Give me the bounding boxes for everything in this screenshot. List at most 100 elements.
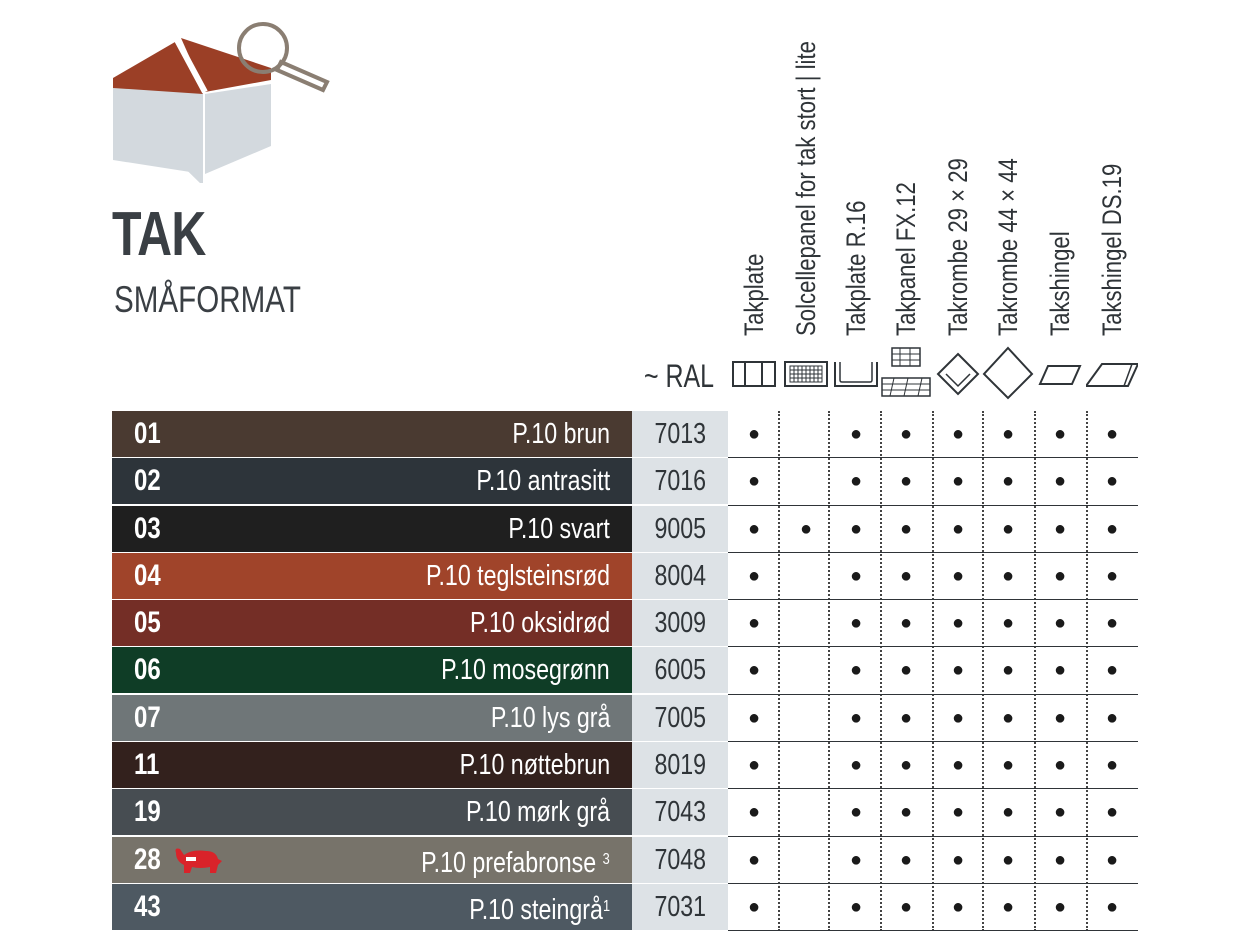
availability-dot: ● bbox=[849, 423, 863, 445]
ral-code: 6005 bbox=[632, 647, 728, 694]
availability-dot: ● bbox=[951, 470, 965, 493]
column-header-label: Takpanel FX.12 bbox=[891, 182, 921, 336]
row-divider bbox=[728, 457, 1138, 459]
availability-dot: ● bbox=[899, 659, 913, 682]
availability-dot: ● bbox=[951, 801, 965, 824]
availability-dot: ● bbox=[799, 517, 813, 540]
table-row: 07 P.10 lys grå 7005 ● ● ● ● ● ● ● bbox=[112, 694, 1138, 743]
row-divider bbox=[728, 599, 1138, 601]
ral-code: 3009 bbox=[632, 600, 728, 647]
roof-magnifier-icon bbox=[113, 22, 330, 183]
availability-dot: ● bbox=[1105, 423, 1119, 445]
column-header-label: Takplate R.16 bbox=[841, 200, 871, 336]
availability-dot: ● bbox=[849, 754, 863, 777]
column-header-8: Takshingel DS.19 bbox=[1086, 6, 1138, 336]
availability-dot: ● bbox=[1001, 754, 1015, 777]
availability-dot: ● bbox=[1053, 470, 1067, 493]
column-header-1: Takplate bbox=[728, 6, 780, 336]
availability-dot: ● bbox=[1105, 895, 1119, 918]
availability-dot: ● bbox=[1001, 706, 1015, 729]
availability-dot: ● bbox=[1053, 517, 1067, 540]
color-table: 01 P.10 brun 7013 ● ● ● ● ● ● ● 02 P.10 antrasitt 70… bbox=[112, 411, 1138, 932]
color-name: P.10 lys grå bbox=[490, 701, 610, 734]
column-header-6: Takrombe 44 × 44 bbox=[982, 6, 1034, 336]
row-divider bbox=[728, 646, 1138, 648]
availability-dot: ● bbox=[1001, 659, 1015, 682]
column-header-label: Takshingel bbox=[1045, 231, 1075, 336]
footnote-marker: 1 bbox=[602, 897, 610, 915]
availability-dot: ● bbox=[899, 706, 913, 729]
availability-dot: ● bbox=[1001, 612, 1015, 635]
availability-dot: ● bbox=[951, 517, 965, 540]
color-swatch: 04 P.10 teglsteinsrød bbox=[112, 552, 632, 599]
row-divider bbox=[728, 551, 1138, 553]
availability-dot: ● bbox=[1105, 706, 1119, 729]
column-header-label: Takrombe 29 × 29 bbox=[943, 158, 973, 336]
availability-dot: ● bbox=[747, 517, 761, 540]
color-number: 28 bbox=[134, 842, 161, 876]
availability-dot: ● bbox=[899, 564, 913, 587]
availability-dot: ● bbox=[1053, 612, 1067, 635]
row-divider bbox=[728, 882, 1138, 884]
availability-dot: ● bbox=[1053, 848, 1067, 871]
availability-dot: ● bbox=[951, 754, 965, 777]
column-header-label: Solcellepanel for tak stort | lite bbox=[791, 41, 821, 336]
availability-dot: ● bbox=[899, 612, 913, 635]
row-divider bbox=[728, 930, 1138, 932]
color-name: P.10 mosegrønn bbox=[441, 654, 610, 687]
availability-dot: ● bbox=[951, 895, 965, 918]
color-name: P.10 prefabronse 3 bbox=[421, 846, 610, 879]
availability-dot: ● bbox=[1105, 801, 1119, 824]
color-number: 01 bbox=[134, 417, 161, 450]
ral-code: 7048 bbox=[632, 836, 728, 883]
availability-dot: ● bbox=[951, 612, 965, 635]
large-rhombus-icon bbox=[982, 346, 1034, 400]
availability-dot: ● bbox=[1105, 517, 1119, 540]
table-row: 43 P.10 steingrå1 7031 ● ● ● ● ● ● ● bbox=[112, 883, 1138, 932]
availability-dot: ● bbox=[1053, 659, 1067, 682]
availability-dot: ● bbox=[899, 754, 913, 777]
color-swatch: 11 P.10 nøttebrun bbox=[112, 742, 632, 789]
availability-dot: ● bbox=[1105, 848, 1119, 871]
color-swatch: 03 P.10 svart bbox=[112, 505, 632, 552]
availability-dot: ● bbox=[1001, 517, 1015, 540]
table-row: 28 P.10 prefabronse 3 7048 ● ● ● ● ● ● ● bbox=[112, 836, 1138, 884]
table-row: 03 P.10 svart 9005 ● ● ● ● ● ● ● ● bbox=[112, 505, 1138, 553]
column-separator bbox=[828, 411, 830, 931]
availability-dot: ● bbox=[747, 564, 761, 587]
ral-code: 7013 bbox=[632, 411, 728, 457]
column-header-4: Takpanel FX.12 bbox=[880, 6, 932, 336]
availability-dot: ● bbox=[747, 423, 761, 445]
availability-dot: ● bbox=[849, 470, 863, 493]
table-row: 11 P.10 nøttebrun 8019 ● ● ● ● ● ● ● bbox=[112, 742, 1138, 790]
color-swatch: 07 P.10 lys grå bbox=[112, 694, 632, 741]
color-number: 07 bbox=[134, 700, 161, 734]
footnote-marker: 3 bbox=[602, 850, 610, 868]
color-number: 05 bbox=[134, 606, 161, 640]
shingle-ds19-icon bbox=[1086, 363, 1138, 387]
column-header-5: Takrombe 29 × 29 bbox=[932, 6, 984, 336]
column-separator bbox=[1034, 411, 1036, 931]
column-separator bbox=[778, 411, 780, 931]
availability-dot: ● bbox=[1001, 848, 1015, 871]
table-row: 01 P.10 brun 7013 ● ● ● ● ● ● ● bbox=[112, 411, 1138, 459]
ral-code: 8019 bbox=[632, 742, 728, 789]
availability-dot: ● bbox=[1105, 470, 1119, 493]
solar-panel-icon bbox=[784, 361, 828, 387]
availability-dot: ● bbox=[899, 423, 913, 445]
availability-dot: ● bbox=[849, 659, 863, 682]
table-row: 19 P.10 mørk grå 7043 ● ● ● ● ● ● ● bbox=[112, 789, 1138, 837]
availability-dot: ● bbox=[1053, 754, 1067, 777]
color-name: P.10 svart bbox=[508, 512, 610, 545]
column-header-2: Solcellepanel for tak stort | lite bbox=[780, 6, 832, 336]
row-divider bbox=[728, 693, 1138, 695]
ral-code: 7016 bbox=[632, 458, 728, 505]
takplate-r16-profile-icon bbox=[834, 362, 878, 387]
color-name: P.10 steingrå1 bbox=[469, 893, 610, 926]
availability-dot: ● bbox=[849, 564, 863, 587]
availability-dot: ● bbox=[747, 895, 761, 918]
availability-dot: ● bbox=[1001, 564, 1015, 587]
availability-dot: ● bbox=[899, 470, 913, 493]
column-header-label: Takshingel DS.19 bbox=[1097, 163, 1127, 336]
availability-dot: ● bbox=[1053, 801, 1067, 824]
